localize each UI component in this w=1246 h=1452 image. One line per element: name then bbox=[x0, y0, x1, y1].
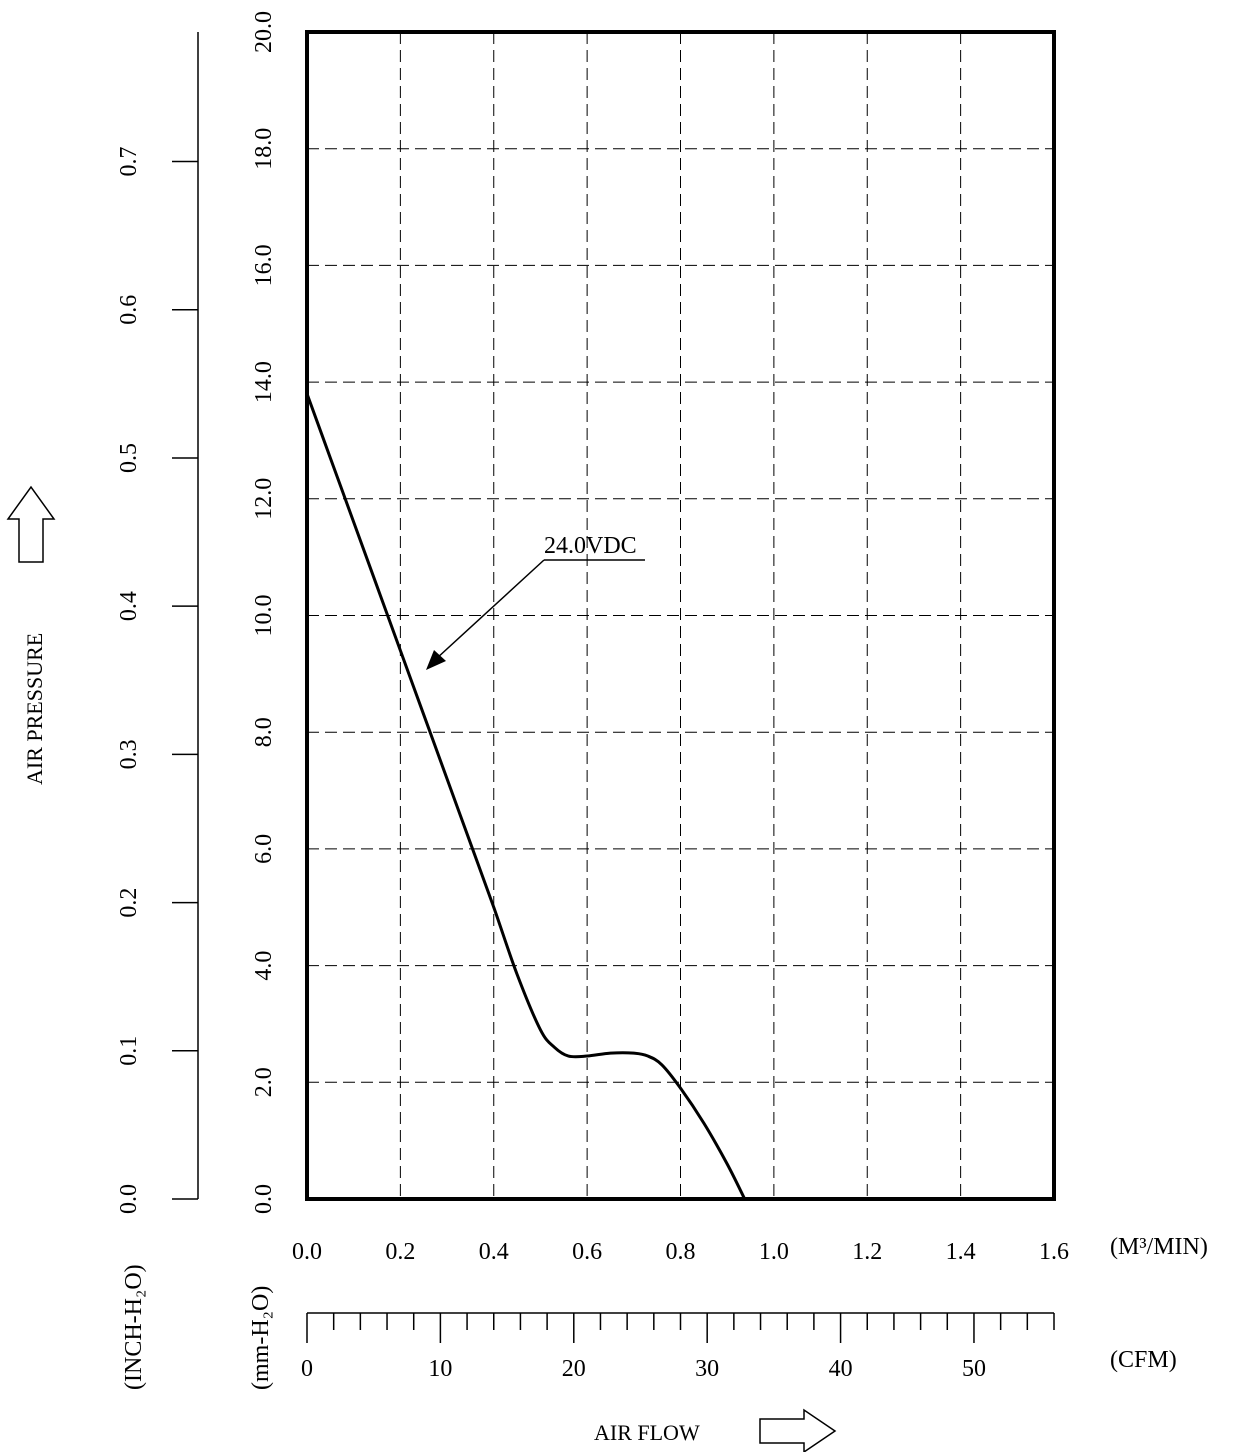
y-tick-label: 10.0 bbox=[251, 595, 277, 637]
x2-tick-label: 20 bbox=[562, 1356, 586, 1382]
x2-tick-label: 50 bbox=[962, 1356, 986, 1382]
plot-frame bbox=[305, 30, 1056, 1201]
right-arrow-icon bbox=[759, 1408, 837, 1452]
x2-tick-label: 40 bbox=[829, 1356, 853, 1382]
series-line-24vdc bbox=[305, 393, 747, 1200]
x-tick-label: 0.6 bbox=[572, 1239, 602, 1265]
x-tick-label: 1.2 bbox=[852, 1239, 882, 1265]
y-tick-label: 16.0 bbox=[251, 244, 277, 286]
y2-tick-label: 0.3 bbox=[116, 739, 142, 769]
x-tick-label: 0.8 bbox=[666, 1239, 696, 1265]
y2-tick-label: 0.5 bbox=[116, 443, 142, 473]
inch-h2o-tick-labels: 0.0 0.1 0.2 0.3 0.4 0.5 0.6 0.7 bbox=[116, 147, 142, 1214]
m3-min-tick-labels: 0.0 0.2 0.4 0.6 0.8 1.0 1.2 1.4 1.6 bbox=[292, 1239, 1069, 1265]
x2-tick-label: 10 bbox=[428, 1356, 452, 1382]
chart-grid bbox=[307, 32, 1054, 1199]
y2-tick-label: 0.1 bbox=[116, 1036, 142, 1066]
y-tick-label: 18.0 bbox=[251, 128, 277, 170]
x2-unit-label: (CFM) bbox=[1110, 1347, 1177, 1373]
x-tick-label: 0.4 bbox=[479, 1239, 509, 1265]
inch-h2o-axis bbox=[172, 32, 199, 1200]
y-tick-label: 20.0 bbox=[251, 11, 277, 53]
y2-tick-label: 0.6 bbox=[116, 295, 142, 325]
y2-tick-label: 0.4 bbox=[116, 591, 142, 621]
y-tick-label: 12.0 bbox=[251, 478, 277, 520]
cfm-tick-labels: 0 10 20 30 40 50 bbox=[301, 1356, 986, 1382]
series-layer bbox=[305, 393, 747, 1200]
y2-tick-label: 0.0 bbox=[116, 1184, 142, 1214]
y-tick-label: 0.0 bbox=[251, 1184, 277, 1214]
y2-unit-label: (INCH-H₂O) bbox=[121, 1264, 147, 1390]
x-tick-label: 1.6 bbox=[1039, 1239, 1069, 1265]
x-tick-label: 0.0 bbox=[292, 1239, 322, 1265]
y-tick-label: 6.0 bbox=[251, 834, 277, 864]
cfm-axis-ticks bbox=[306, 1313, 1055, 1343]
x2-tick-label: 30 bbox=[695, 1356, 719, 1382]
x-tick-label: 1.4 bbox=[946, 1239, 976, 1265]
y2-tick-label: 0.2 bbox=[116, 888, 142, 918]
y-tick-label: 14.0 bbox=[251, 361, 277, 403]
y-tick-label: 8.0 bbox=[251, 717, 277, 747]
y-unit-label: (mm-H₂O) bbox=[248, 1286, 274, 1390]
x-tick-label: 1.0 bbox=[759, 1239, 789, 1265]
x-unit-label: (M³/MIN) bbox=[1110, 1234, 1208, 1260]
y-axis-title: AIR PRESSURE bbox=[22, 633, 47, 785]
y-tick-label: 4.0 bbox=[251, 951, 277, 981]
curve-annotation: 24.0VDC bbox=[426, 533, 645, 670]
y-tick-label: 2.0 bbox=[251, 1067, 277, 1097]
up-arrow-icon bbox=[6, 485, 56, 563]
curve-label: 24.0VDC bbox=[544, 533, 637, 559]
x-axis-title: AIR FLOW bbox=[594, 1420, 700, 1445]
mm-h2o-tick-labels: 0.0 2.0 4.0 6.0 8.0 10.0 12.0 14.0 16.0 18.0 20.0 bbox=[251, 11, 277, 1214]
x2-tick-label: 0 bbox=[301, 1356, 313, 1382]
x-tick-label: 0.2 bbox=[385, 1239, 415, 1265]
y2-tick-label: 0.7 bbox=[116, 147, 142, 177]
